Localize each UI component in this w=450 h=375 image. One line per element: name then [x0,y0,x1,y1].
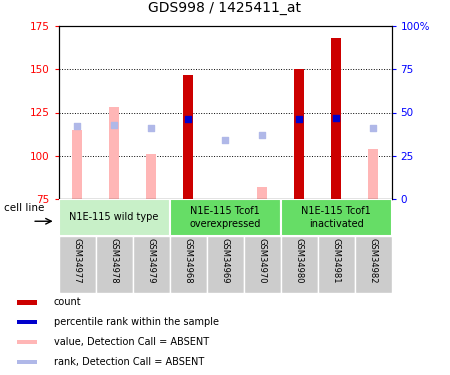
Text: GSM34979: GSM34979 [147,238,156,284]
Point [221,137,229,143]
Text: GDS998 / 1425411_at: GDS998 / 1425411_at [148,1,302,15]
Bar [132,236,170,292]
Bar [280,199,392,236]
Text: N1E-115 Tcof1
overexpressed: N1E-115 Tcof1 overexpressed [189,206,261,229]
Text: GSM34968: GSM34968 [184,238,193,284]
Text: GSM34981: GSM34981 [332,238,341,284]
Bar [146,154,156,199]
Bar [318,236,355,292]
Point [333,115,340,121]
Point [110,122,117,128]
Bar [207,236,243,292]
Text: N1E-115 Tcof1
inactivated: N1E-115 Tcof1 inactivated [301,206,371,229]
Text: GSM34969: GSM34969 [220,238,230,284]
Bar [17,360,37,364]
Bar [369,149,378,199]
Bar [355,236,392,292]
Bar [243,236,280,292]
Bar [17,340,37,344]
Text: value, Detection Call = ABSENT: value, Detection Call = ABSENT [54,337,209,347]
Bar [58,199,170,236]
Point [369,125,377,131]
Point [73,123,81,129]
Point [258,132,265,138]
Text: GSM34980: GSM34980 [294,238,303,284]
Bar [257,187,266,199]
Text: cell line: cell line [4,203,45,213]
Bar [95,236,132,292]
Text: GSM34982: GSM34982 [369,238,378,284]
Text: GSM34978: GSM34978 [109,238,118,284]
Text: rank, Detection Call = ABSENT: rank, Detection Call = ABSENT [54,357,204,367]
Text: GSM34977: GSM34977 [72,238,81,284]
Text: percentile rank within the sample: percentile rank within the sample [54,317,219,327]
Bar [280,236,318,292]
Point [295,116,302,122]
Text: GSM34970: GSM34970 [257,238,266,284]
Text: count: count [54,297,81,307]
Bar [184,75,193,199]
Bar [109,107,119,199]
Bar [17,300,37,304]
Text: N1E-115 wild type: N1E-115 wild type [69,213,159,222]
Bar [58,236,95,292]
Point [148,125,155,131]
Bar [331,38,341,199]
Bar [294,69,304,199]
Bar [72,130,81,199]
Bar [170,199,280,236]
Bar [17,320,37,324]
Bar [170,236,207,292]
Point [184,116,192,122]
